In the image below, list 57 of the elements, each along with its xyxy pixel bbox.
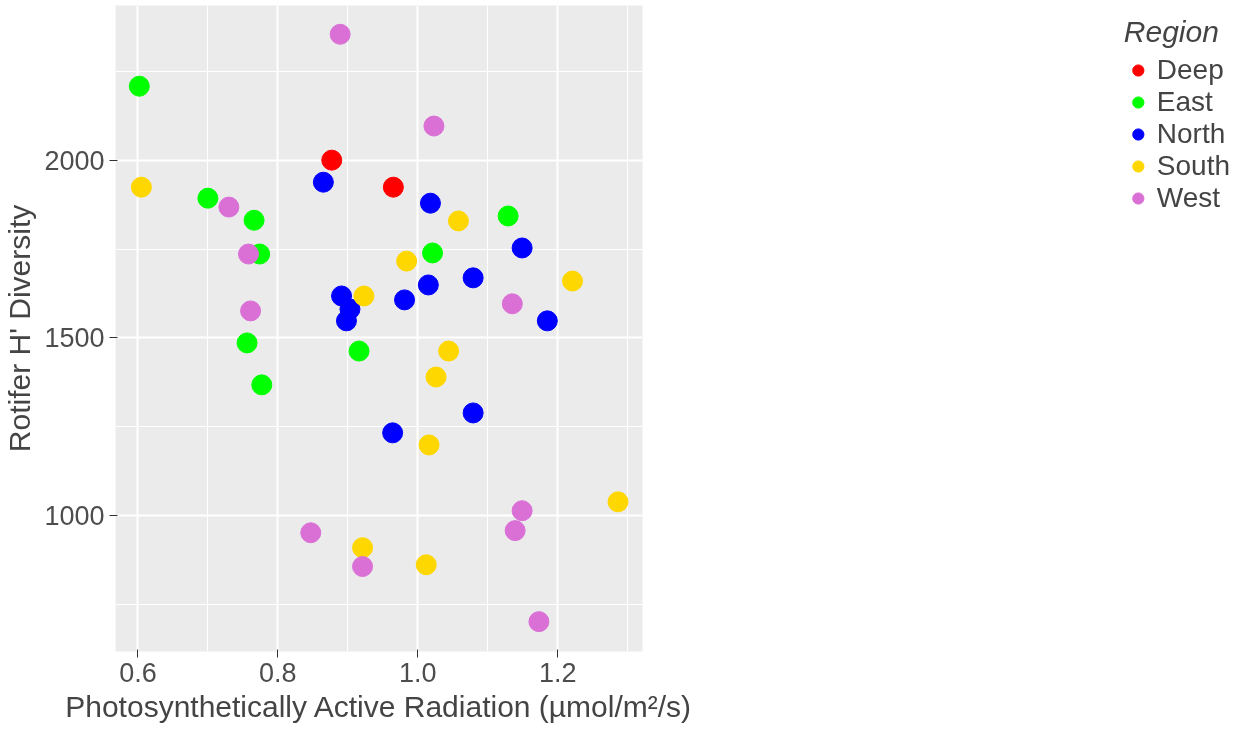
point xyxy=(218,196,240,218)
point xyxy=(462,402,484,424)
point xyxy=(419,192,441,214)
point xyxy=(130,176,152,198)
point xyxy=(417,274,439,296)
point xyxy=(423,115,445,137)
legend-label: East xyxy=(1156,86,1213,118)
point xyxy=(236,332,258,354)
point xyxy=(462,267,484,289)
point xyxy=(497,205,519,227)
point xyxy=(348,340,370,362)
point xyxy=(536,310,558,332)
x-tick-label: 1.0 xyxy=(399,657,437,688)
point xyxy=(382,176,404,198)
point xyxy=(352,537,374,559)
point xyxy=(394,289,416,311)
y-axis-title: Rotifer H' Diversity xyxy=(3,204,37,453)
x-tick-label: 0.8 xyxy=(259,657,297,688)
point xyxy=(422,242,444,264)
y-tick-label: 1000 xyxy=(44,501,105,532)
point xyxy=(425,366,447,388)
point xyxy=(251,374,273,396)
point xyxy=(447,210,469,232)
point xyxy=(240,300,262,322)
point xyxy=(382,422,404,444)
point xyxy=(197,187,219,209)
legend-title: Region xyxy=(1123,15,1220,49)
point xyxy=(396,250,418,272)
point xyxy=(128,75,150,97)
legend-label: West xyxy=(1156,182,1221,214)
point xyxy=(511,237,533,259)
x-tick-label: 0.6 xyxy=(119,657,157,688)
point xyxy=(300,522,322,544)
point xyxy=(321,149,343,171)
x-tick-label: 1.2 xyxy=(539,657,577,688)
point xyxy=(243,209,265,231)
point xyxy=(562,270,584,292)
point xyxy=(528,611,550,633)
legend-label: Deep xyxy=(1156,54,1224,86)
point xyxy=(438,340,460,362)
point xyxy=(352,556,374,578)
point xyxy=(607,491,629,513)
legend-label: North xyxy=(1156,118,1226,150)
point xyxy=(418,434,440,456)
point xyxy=(312,171,334,193)
point xyxy=(335,310,357,332)
point xyxy=(501,293,523,315)
point xyxy=(415,554,437,576)
point xyxy=(511,500,533,522)
point xyxy=(237,243,259,265)
point xyxy=(504,520,526,542)
x-axis-title: Photosynthetically Active Radiation (µmol/m²/s) xyxy=(65,689,692,723)
point xyxy=(353,285,375,307)
y-tick-label: 2000 xyxy=(44,145,105,176)
point xyxy=(329,23,351,45)
legend-label: South xyxy=(1156,150,1230,182)
y-tick-label: 1500 xyxy=(44,323,105,354)
